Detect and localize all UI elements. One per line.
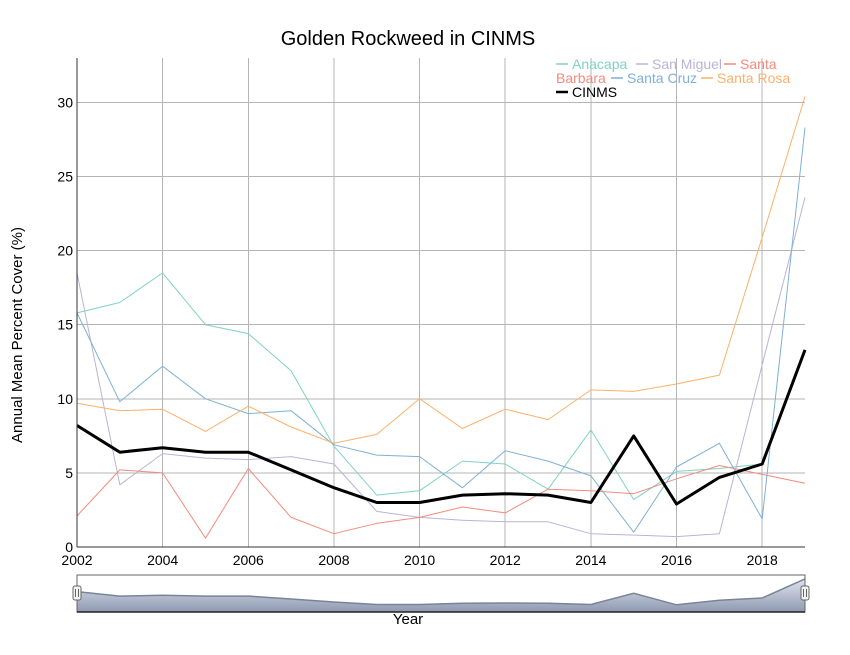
y-tick-label: 30 bbox=[57, 94, 73, 110]
axes: 0 5 10 15 20 25 30 2002 2004 2006 2008 2010 2012 2014… bbox=[57, 58, 805, 568]
series-line-cinms bbox=[76, 349, 807, 506]
x-tick-label: 2002 bbox=[61, 552, 92, 568]
x-tick-label: 2016 bbox=[661, 552, 692, 568]
series-line-santa-barbara bbox=[76, 465, 806, 539]
range-navigator[interactable] bbox=[72, 574, 810, 613]
x-tick-label: 2014 bbox=[575, 552, 606, 568]
series-lines bbox=[76, 96, 807, 539]
x-tick-label: 2012 bbox=[490, 552, 521, 568]
series-line-anacapa bbox=[76, 272, 763, 501]
series-line-santa-cruz bbox=[76, 127, 806, 533]
y-tick-label: 0 bbox=[65, 539, 73, 555]
x-tick-label: 2004 bbox=[147, 552, 178, 568]
series-line-santa-rosa bbox=[76, 96, 806, 444]
chart-title: Golden Rockweed in CINMS bbox=[281, 28, 536, 50]
legend-label-anacapa: Anacapa bbox=[572, 56, 627, 72]
navigator-line bbox=[76, 578, 806, 606]
y-axis-label: Annual Mean Percent Cover (%) bbox=[9, 227, 26, 443]
legend-label-cinms: CINMS bbox=[572, 84, 617, 100]
y-tick-label: 20 bbox=[57, 243, 73, 259]
navigator-right-handle[interactable] bbox=[800, 585, 810, 601]
legend: Anacapa San Miguel Santa Barbara Santa Cruz S… bbox=[556, 56, 790, 100]
x-tick-label: 2010 bbox=[404, 552, 435, 568]
navigator-area bbox=[77, 578, 805, 612]
navigator-left-handle[interactable] bbox=[72, 585, 82, 601]
x-tick-label: 2018 bbox=[747, 552, 778, 568]
x-tick-label: 2008 bbox=[318, 552, 349, 568]
series-line-san-miguel bbox=[76, 197, 806, 538]
y-tick-label: 15 bbox=[57, 317, 73, 333]
y-tick-label: 5 bbox=[65, 465, 73, 481]
x-tick-label: 2006 bbox=[233, 552, 264, 568]
legend-label-santa-barbara: Santa Barbara bbox=[556, 56, 777, 86]
y-tick-label: 25 bbox=[57, 169, 73, 185]
y-tick-label: 10 bbox=[57, 391, 73, 407]
legend-label-santa-cruz: Santa Cruz bbox=[627, 70, 697, 86]
legend-label-san-miguel: San Miguel bbox=[652, 56, 722, 72]
x-axis-label: Year bbox=[393, 611, 423, 628]
grid bbox=[76, 58, 805, 548]
legend-label-santa-rosa: Santa Rosa bbox=[717, 70, 790, 86]
